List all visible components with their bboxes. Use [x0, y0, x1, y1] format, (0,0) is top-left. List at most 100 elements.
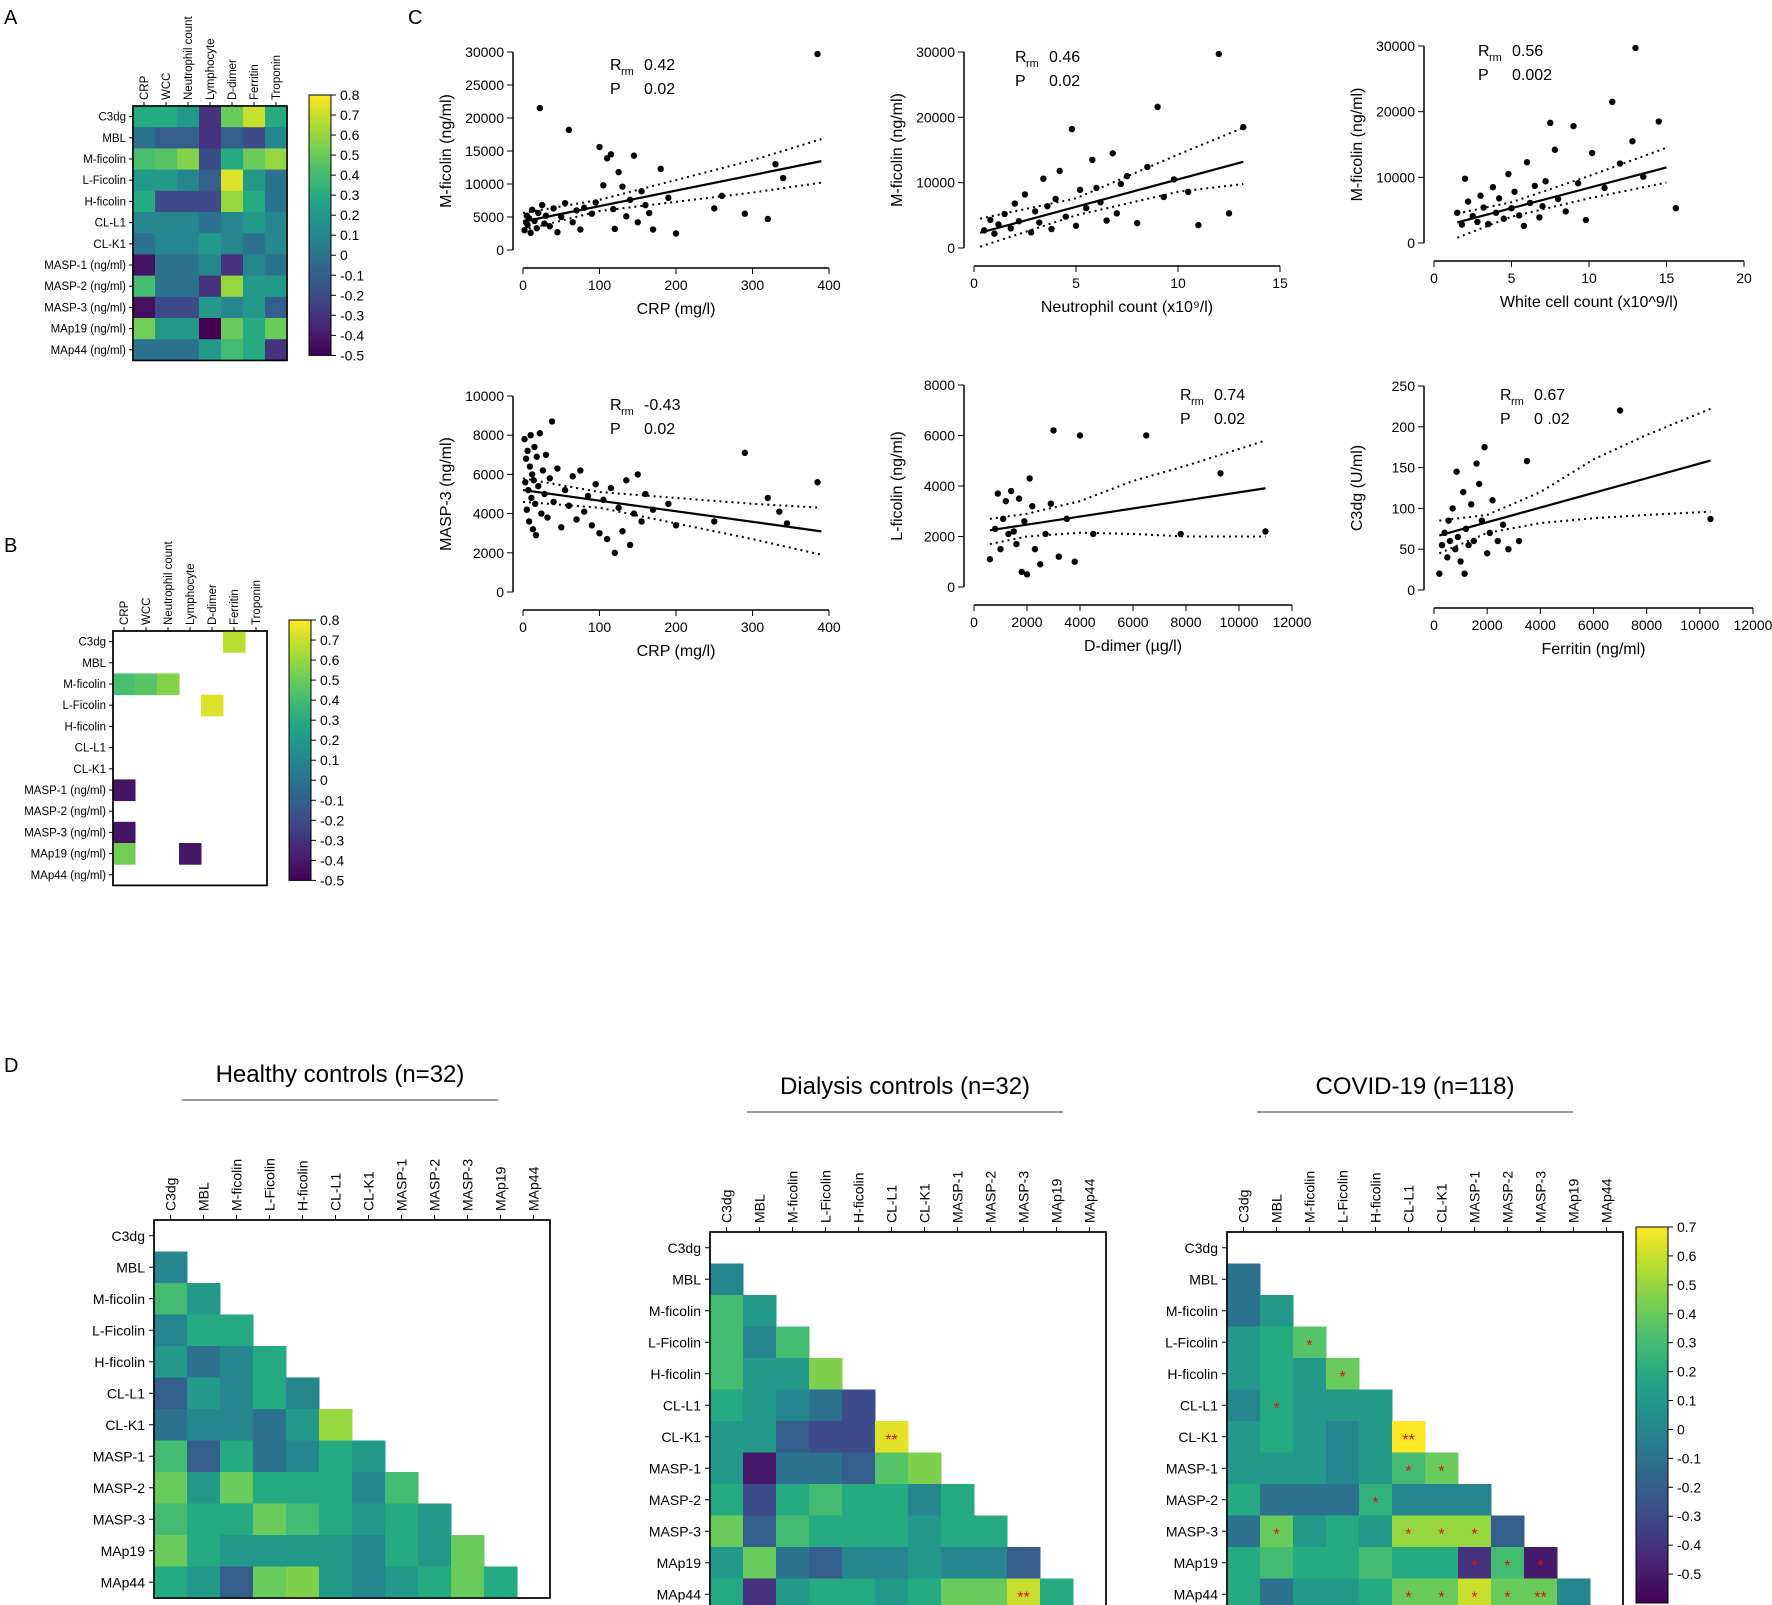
- scatter-c3-point: [1536, 214, 1543, 221]
- heatmap-a-cell: [265, 296, 288, 319]
- scatter-c3-point: [1464, 198, 1472, 205]
- heatmap-a-cell: [265, 339, 288, 361]
- scatter-c2-point: [1097, 199, 1104, 206]
- matrix-d3-cell: [1260, 1295, 1294, 1327]
- heatmap-a-cell: [155, 169, 178, 192]
- matrix-d3-significance-mark: *: [1405, 1589, 1411, 1605]
- matrix-d2-col-label: CL-L1: [884, 1185, 900, 1223]
- matrix-d3-cell: [1260, 1389, 1294, 1422]
- matrix-d3-cell: [1359, 1452, 1393, 1485]
- matrix-d2-row-label: C3dg: [668, 1240, 701, 1256]
- scatter-c4-point: [626, 541, 634, 549]
- matrix-d2-cell: [875, 1484, 909, 1516]
- scatter-c4-point: [530, 477, 537, 484]
- scatter-c2-point: [1225, 210, 1233, 217]
- scatter-c3-point: [1508, 204, 1515, 212]
- scatter-c2-y-tick-label: 0: [947, 240, 955, 256]
- scatter-c4-y-tick-label: 4000: [473, 506, 504, 522]
- scatter-c3-point: [1588, 149, 1596, 157]
- matrix-d2-cell: [974, 1547, 1008, 1579]
- matrix-d3-cell: [1227, 1547, 1261, 1579]
- matrix-d1-cell: [451, 1566, 485, 1599]
- scatter-c3-point: [1551, 146, 1559, 153]
- matrix-d1-cell: [220, 1503, 254, 1536]
- heatmap-a-col-label: Neutrophil count: [183, 15, 195, 100]
- heatmap-b-col-label: Neutrophil count: [163, 540, 175, 625]
- matrix-d3-cell: [1425, 1547, 1459, 1579]
- heatmap-b-row-label: CL-L1: [75, 743, 106, 755]
- scatter-c3-point: [1574, 180, 1582, 187]
- scatter-c6-y-tick-label: 0: [1407, 582, 1415, 598]
- heatmap-a-cell: [155, 106, 178, 128]
- matrix-d3-col-label: MBL: [1269, 1194, 1285, 1223]
- matrix-d2-cell: [776, 1484, 810, 1516]
- heatmap-a-col-label: CRP: [139, 75, 151, 100]
- scatter-c2-point: [981, 227, 988, 234]
- scatter-c2-point: [1144, 163, 1151, 171]
- scatter-c2-point: [1134, 219, 1141, 227]
- scatter-c6-y-tick-label: 50: [1399, 541, 1415, 557]
- scatter-c2-point: [1015, 218, 1023, 225]
- heatmap-a-cell: [221, 127, 244, 149]
- matrix-d3-significance-mark: *: [1438, 1589, 1444, 1605]
- matrix-d3-cell: [1392, 1484, 1426, 1516]
- matrix-d1-row-label: MAp19: [101, 1543, 146, 1559]
- heatmap-a-cell: [155, 318, 178, 340]
- scatter-c2-point: [1154, 103, 1161, 111]
- heatmap-b-row-label: H-ficolin: [64, 721, 106, 733]
- heatmap-a-cell: [133, 106, 156, 128]
- scatter-c6-x-label: Ferritin (ng/ml): [1541, 641, 1645, 658]
- matrix-d1-cell: [451, 1535, 485, 1567]
- matrix-d3-cell: [1425, 1515, 1459, 1548]
- matrix-d3-cell: [1491, 1547, 1525, 1579]
- matrix-d3-cell: [1392, 1421, 1426, 1453]
- matrix-d2-row-label: MAp19: [657, 1555, 702, 1571]
- matrix-d3-cell: [1293, 1515, 1327, 1548]
- scatter-c5-p-value: 0.02: [1214, 411, 1245, 428]
- matrix-d2-cell: [743, 1484, 777, 1516]
- matrix-d3-colorbar-tick-label: -0.5: [1677, 1566, 1701, 1582]
- heatmap-a-colorbar-tick-label: -0.4: [340, 327, 364, 343]
- scatter-c4-point: [615, 504, 622, 511]
- heatmap-b-col-label: D-dimer: [207, 584, 219, 625]
- matrix-d2-cell: [743, 1389, 777, 1422]
- matrix-d2-cell: [776, 1515, 810, 1548]
- matrix-d1-cell: [319, 1409, 353, 1441]
- scatter-c1-x-tick-label: 0: [519, 277, 527, 293]
- scatter-c3-point: [1485, 220, 1492, 228]
- matrix-d2-cell: [743, 1452, 777, 1485]
- matrix-d3-cell: [1227, 1358, 1261, 1390]
- scatter-c3-x-label: White cell count (x10^9/l): [1500, 294, 1678, 311]
- heatmap-a-cell: [265, 106, 288, 128]
- heatmap-b-colorbar-tick-label: -0.5: [320, 872, 344, 888]
- matrix-d3-cell: [1227, 1421, 1261, 1453]
- matrix-d1-cell: [187, 1503, 221, 1536]
- matrix-d2-cell: [875, 1452, 909, 1485]
- matrix-d3-significance-mark: *: [1273, 1400, 1279, 1417]
- scatter-c2-point: [1170, 176, 1178, 183]
- scatter-c1-y-label: M-ficolin (ng/ml): [438, 94, 455, 208]
- matrix-d3-row-label: M-ficolin: [1166, 1303, 1218, 1319]
- scatter-c4-y-tick-label: 10000: [465, 388, 504, 404]
- scatter-c4-x-tick-label: 200: [664, 619, 688, 635]
- scatter-c1-point: [642, 201, 649, 209]
- scatter-c3-point: [1629, 138, 1636, 145]
- matrix-d3-cell: [1227, 1326, 1261, 1359]
- heatmap-a-cell: [133, 169, 156, 192]
- scatter-c3-point: [1454, 209, 1461, 216]
- scatter-c6-point: [1457, 558, 1464, 565]
- matrix-d3-significance-mark: *: [1471, 1589, 1477, 1605]
- scatter-c4-y-tick-label: 2000: [473, 545, 504, 561]
- heatmap-a-row-label: MASP-3 (ng/ml): [44, 302, 126, 314]
- scatter-c5-point: [1013, 540, 1020, 548]
- heatmap-a-row-label: M-ficolin: [83, 154, 126, 166]
- scatter-c1-r-symbol: R: [610, 57, 622, 74]
- scatter-c1-point: [535, 209, 542, 217]
- matrix-d3-title: COVID-19 (n=118): [1316, 1073, 1515, 1100]
- scatter-c1-point: [554, 228, 561, 236]
- matrix-d1-cell: [286, 1377, 320, 1410]
- matrix-d1-cell: [220, 1377, 254, 1410]
- matrix-d3-row-label: MASP-2: [1166, 1492, 1218, 1508]
- matrix-d2-cell: [974, 1515, 1008, 1548]
- matrix-d3-row-label: H-ficolin: [1167, 1366, 1218, 1382]
